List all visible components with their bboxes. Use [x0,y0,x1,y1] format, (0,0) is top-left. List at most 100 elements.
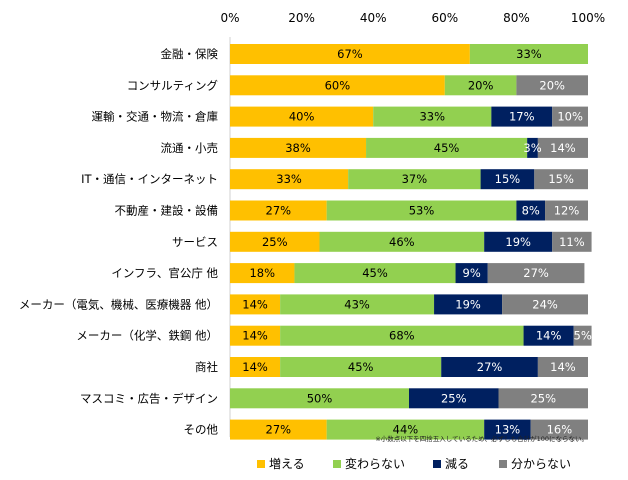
footnote: ※小数点以下を四捨五入しているため、必ずしも合計が100にならない。 [375,435,588,443]
bar-segment [230,357,281,377]
bar-segment [409,388,499,409]
bar-segment [484,231,553,252]
data-label: 14% [550,141,576,155]
data-label: 20% [539,78,565,92]
category-label: メーカー（化学、鉄鋼 他） [76,329,218,343]
category-label: 流通・小売 [161,141,219,155]
bar-segment [516,200,546,221]
bar-segment [545,200,588,221]
bar-segment [366,137,528,158]
data-label: 33% [419,110,445,124]
data-label: 14% [550,360,576,374]
legend-item-unknown: 分からない [499,455,571,472]
data-label: 19% [505,235,531,249]
bar-segment [326,200,517,221]
bar-segment [469,44,588,64]
data-label: 37% [402,172,428,186]
bars [230,44,592,440]
bar-segment [487,263,585,284]
data-label: 25% [441,391,467,405]
data-label: 27% [523,266,549,280]
bar-segment [230,106,374,127]
data-label: 11% [559,235,585,249]
data-label: 67% [337,47,363,61]
data-label: 44% [393,423,419,437]
legend-swatch-decrease [433,459,441,468]
bar-segment [348,169,481,190]
data-label: 10% [557,110,583,124]
bar-segment [434,294,503,315]
bar-segment [294,263,456,284]
legend-swatch-no-change [333,459,341,468]
data-label: 43% [344,297,370,311]
data-label: 40% [289,110,315,124]
data-label: 9% [463,266,481,280]
bar-segment [530,419,588,440]
data-label: 13% [495,423,521,437]
data-label: 33% [276,172,302,186]
legend-item-increase: 増える [257,455,305,472]
x-tick-label: 100% [571,11,605,25]
data-label: 25% [530,391,556,405]
bar-segment [552,106,588,127]
category-label: インフラ、官公庁 他 [111,266,218,280]
category-label: コンサルティング [127,78,219,92]
data-label: 15% [548,172,574,186]
data-label: 24% [532,297,558,311]
data-label: 68% [389,329,415,343]
bar-segment [444,75,517,96]
bar-segment [280,357,442,377]
data-label: 45% [362,266,388,280]
data-label: 45% [348,360,374,374]
bar-segment [319,231,485,252]
category-label: その他 [184,423,219,437]
bar-segment [230,263,295,284]
data-label: 3% [523,141,541,155]
bar-segment [502,294,588,315]
data-label: 15% [495,172,521,186]
bar-segment [491,106,553,127]
category-label: 運輸・交通・物流・倉庫 [92,110,219,124]
data-label: 27% [266,204,292,218]
category-label: メーカー（電気、機械、医療機器 他） [19,297,218,311]
bar-segment [230,44,470,64]
bar-segment [230,231,320,252]
legend-label: 減る [445,457,470,471]
data-label: 14% [242,329,268,343]
category-label: マスコミ・広告・デザイン [80,391,218,405]
bar-segment [326,419,485,440]
data-label: 20% [468,78,494,92]
data-label: 60% [325,78,351,92]
bar-segment [280,294,435,315]
bar-segment [455,263,488,284]
data-label: 45% [434,141,460,155]
data-label: 17% [509,110,535,124]
x-tick-label: 20% [288,11,315,25]
data-label: 27% [266,423,292,437]
data-label: 50% [307,391,333,405]
x-tick-label: 80% [503,11,530,25]
bar-segment [480,169,535,190]
bar-segment [230,169,349,190]
legend-label: 分からない [511,457,572,471]
legend-label: 増える [269,457,305,471]
bar-segment [230,388,409,409]
data-label: 14% [242,360,268,374]
bar-segment [230,419,327,440]
bar-segment [230,200,327,221]
bar-segment [516,75,588,96]
data-label: 38% [285,141,311,155]
x-tick-label: 0% [220,11,239,25]
legend-label: 変わらない [345,457,406,471]
category-label: 不動産・建設・設備 [115,204,219,218]
legend-swatch-increase [257,459,265,468]
bar-segment [230,75,445,96]
data-label: 12% [554,204,580,218]
x-tick-label: 60% [431,11,458,25]
bar-segment [441,357,538,377]
legend-item-decrease: 減る [433,455,469,472]
data-label: 14% [242,297,268,311]
bar-segment [537,137,588,158]
